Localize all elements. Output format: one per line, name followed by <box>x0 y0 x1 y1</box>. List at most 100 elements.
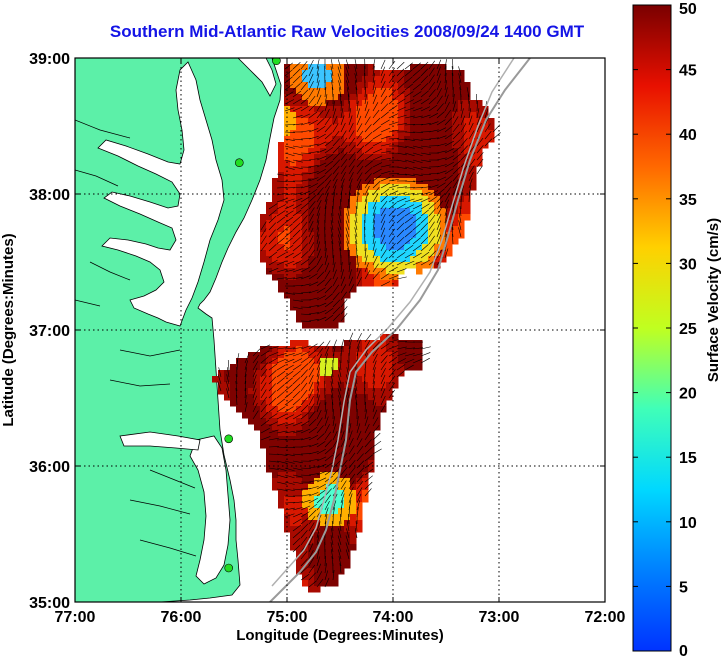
velocity-cell <box>362 172 369 179</box>
velocity-cell <box>290 118 297 125</box>
velocity-cell <box>320 220 327 227</box>
velocity-cell <box>290 502 297 509</box>
velocity-cell <box>296 76 303 83</box>
velocity-arrow <box>388 74 396 84</box>
velocity-cell <box>446 112 453 119</box>
velocity-cell <box>416 64 423 71</box>
velocity-arrow <box>340 339 344 350</box>
velocity-cell <box>290 358 297 365</box>
velocity-cell <box>296 172 303 179</box>
velocity-cell <box>338 202 345 209</box>
map-layers <box>75 58 605 602</box>
velocity-cell <box>374 214 381 221</box>
velocity-arrow <box>356 438 363 448</box>
velocity-cell <box>332 94 339 101</box>
velocity-arrow <box>276 460 287 464</box>
velocity-cell <box>314 466 321 473</box>
velocity-arrow <box>316 354 323 364</box>
velocity-cell <box>314 142 321 149</box>
velocity-cell <box>392 238 399 245</box>
colorbar-tick-label: 10 <box>679 515 697 532</box>
velocity-cell <box>314 286 321 293</box>
velocity-cell <box>302 70 309 77</box>
velocity-cell <box>434 196 441 203</box>
velocity-cell <box>392 352 399 359</box>
velocity-arrow <box>316 94 322 105</box>
velocity-arrow <box>300 67 308 77</box>
velocity-cell <box>368 412 375 419</box>
velocity-cell <box>278 154 285 161</box>
velocity-cell <box>398 130 405 137</box>
velocity-cell <box>272 190 279 197</box>
colorbar-tick-label: 25 <box>679 321 697 338</box>
velocity-cell <box>326 382 333 389</box>
velocity-cell <box>422 232 429 239</box>
velocity-cell <box>218 376 225 383</box>
velocity-cell <box>410 94 417 101</box>
velocity-cell <box>290 154 297 161</box>
velocity-arrow <box>348 480 355 490</box>
velocity-arrow <box>268 203 278 210</box>
velocity-arrow <box>452 179 459 189</box>
velocity-cell <box>290 220 297 227</box>
velocity-cell <box>302 460 309 467</box>
velocity-cell <box>230 394 237 401</box>
velocity-arrow <box>404 124 415 126</box>
velocity-cell <box>296 526 303 533</box>
velocity-cell <box>332 568 339 575</box>
colorbar-tick-label: 5 <box>679 579 688 596</box>
velocity-cell <box>320 394 327 401</box>
velocity-arrow <box>308 319 319 322</box>
velocity-cell <box>488 124 495 131</box>
velocity-cell <box>368 466 375 473</box>
radar-station-marker <box>224 434 233 444</box>
velocity-arrow <box>292 68 301 77</box>
velocity-cell <box>326 280 333 287</box>
velocity-arrow <box>316 102 323 112</box>
velocity-cell <box>482 124 489 131</box>
velocity-arrow <box>324 416 329 427</box>
velocity-cell <box>326 202 333 209</box>
velocity-arrow <box>348 416 350 427</box>
velocity-arrow <box>396 236 405 245</box>
velocity-arrow <box>404 198 415 203</box>
velocity-cell <box>236 370 243 377</box>
velocity-cell <box>344 388 351 395</box>
velocity-cell <box>434 232 441 239</box>
velocity-arrow <box>292 152 303 156</box>
velocity-arrow <box>300 363 309 371</box>
velocity-arrow <box>316 181 325 189</box>
velocity-arrow <box>404 83 414 91</box>
velocity-arrow <box>284 159 295 164</box>
velocity-cell <box>428 250 435 257</box>
velocity-cell <box>392 280 399 287</box>
velocity-arrow <box>404 69 413 77</box>
velocity-arrow <box>252 381 257 392</box>
velocity-cell <box>392 88 399 95</box>
velocity-arrow <box>332 306 341 315</box>
velocity-cell <box>338 466 345 473</box>
velocity-cell <box>404 220 411 227</box>
velocity-cell <box>278 496 285 503</box>
velocity-cell <box>350 118 357 125</box>
velocity-cell <box>386 274 393 281</box>
velocity-arrow <box>260 436 271 441</box>
velocity-arrow <box>412 223 421 231</box>
velocity-arrow <box>284 398 294 406</box>
velocity-arrow <box>412 115 423 119</box>
velocity-cell <box>308 478 315 485</box>
velocity-arrow <box>364 402 367 413</box>
velocity-cell <box>374 196 381 203</box>
velocity-arrow <box>308 343 318 350</box>
velocity-arrow <box>372 180 381 189</box>
velocity-cell <box>290 484 297 491</box>
velocity-cell <box>326 244 333 251</box>
velocity-cell <box>290 340 297 347</box>
velocity-arrow <box>380 361 387 371</box>
velocity-arrow <box>337 549 342 560</box>
velocity-cell <box>356 406 363 413</box>
velocity-arrow <box>372 255 378 266</box>
velocity-cell <box>314 388 321 395</box>
velocity-cell <box>332 364 339 371</box>
velocity-cell <box>308 448 315 455</box>
